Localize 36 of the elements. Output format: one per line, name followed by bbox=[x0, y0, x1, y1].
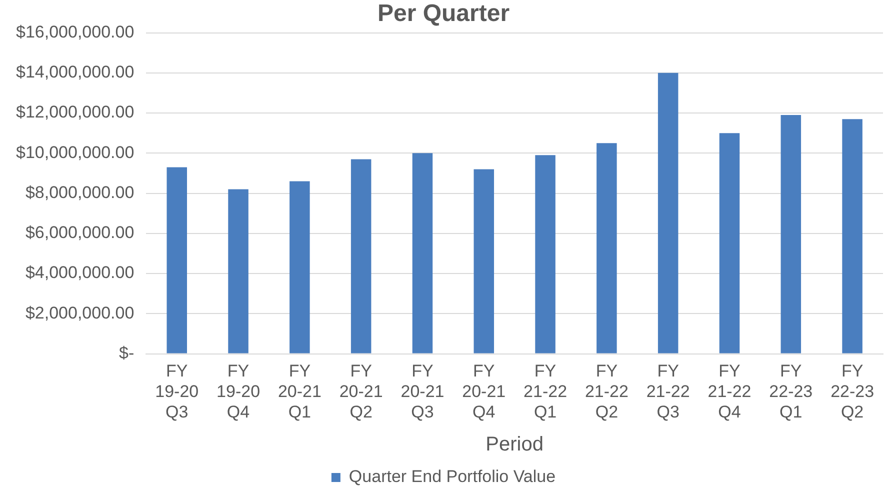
y-tick-label: $10,000,000.00 bbox=[16, 142, 134, 162]
bar bbox=[350, 159, 372, 354]
x-tick-label: FY 21-22 Q3 bbox=[646, 362, 690, 422]
bar bbox=[166, 167, 188, 354]
x-tick-label: FY 20-21 Q4 bbox=[462, 362, 506, 422]
x-tick-label: FY 20-21 Q2 bbox=[339, 362, 383, 422]
x-tick-label: FY 19-20 Q3 bbox=[155, 362, 199, 422]
chart-title: Per Quarter bbox=[377, 0, 510, 28]
y-tick-label: $12,000,000.00 bbox=[16, 102, 134, 122]
bar bbox=[719, 133, 740, 354]
x-tick-label: FY 20-21 Q3 bbox=[400, 362, 444, 422]
bar bbox=[596, 143, 617, 354]
bar bbox=[228, 189, 248, 354]
x-tick-label: FY 21-22 Q2 bbox=[584, 362, 628, 422]
x-tick-label: FY 20-21 Q1 bbox=[278, 362, 322, 422]
y-tick-label: $14,000,000.00 bbox=[16, 62, 134, 82]
bar bbox=[842, 119, 862, 354]
y-tick-label: $2,000,000.00 bbox=[25, 303, 134, 322]
y-tick-label: $16,000,000.00 bbox=[16, 22, 134, 42]
x-tick-label: FY 21-22 Q1 bbox=[524, 362, 568, 422]
x-tick-label: FY 21-22 Q4 bbox=[708, 362, 752, 422]
bar bbox=[535, 155, 556, 354]
x-tick-label: FY 19-20 Q4 bbox=[216, 362, 260, 422]
legend-label: Quarter End Portfolio Value bbox=[348, 467, 556, 486]
bar bbox=[780, 115, 802, 354]
bar bbox=[412, 153, 433, 354]
bar bbox=[474, 169, 494, 354]
x-tick-label: FY 22-23 Q2 bbox=[830, 362, 874, 422]
bar bbox=[290, 181, 310, 354]
x-axis-title: Period bbox=[486, 434, 544, 456]
y-tick-label: $4,000,000.00 bbox=[25, 263, 134, 282]
x-tick-label: FY 22-23 Q1 bbox=[769, 362, 813, 422]
y-tick-label: $- bbox=[119, 343, 134, 362]
y-tick-label: $6,000,000.00 bbox=[25, 223, 134, 242]
bar bbox=[658, 72, 678, 354]
y-tick-label: $8,000,000.00 bbox=[25, 182, 134, 202]
